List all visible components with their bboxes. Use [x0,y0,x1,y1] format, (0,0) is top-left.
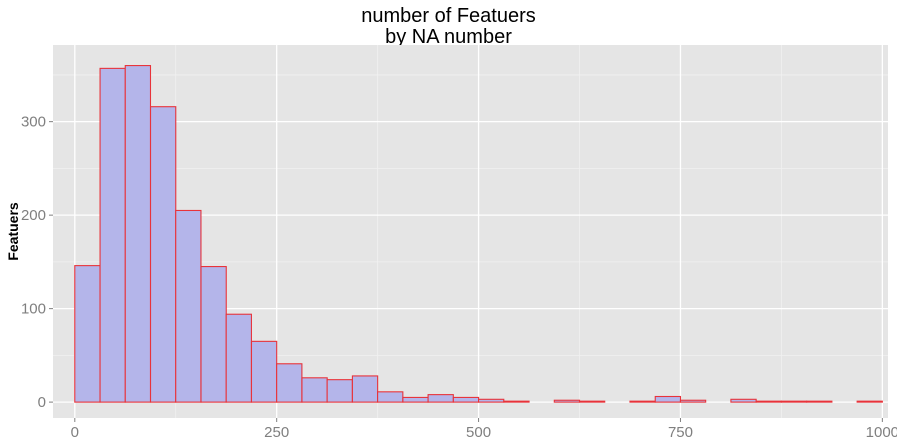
histogram-bar [250,340,278,403]
histogram-bar [679,399,707,403]
y-axis-title: Featuers [5,202,21,261]
y-tick-label: 0 [38,394,46,411]
histogram-bar [806,400,833,403]
x-tick-label: 500 [466,424,491,441]
histogram-bar [629,400,656,403]
histogram-bar [99,67,126,403]
x-tick-label: 0 [71,424,79,441]
histogram-bar [402,396,429,403]
histogram-bar [427,394,454,403]
histogram-bar [503,400,530,403]
x-tick-label: 750 [668,424,693,441]
histogram-bar [755,400,782,403]
histogram-bar [326,379,353,403]
histogram-bar [377,391,404,403]
histogram-bar [175,209,202,403]
histogram-bar [200,266,227,403]
y-tick-label: 100 [21,301,46,318]
histogram-bar [124,65,152,403]
histogram-bar [351,375,379,403]
x-tick-label: 250 [264,424,289,441]
y-tick-label: 200 [21,207,46,224]
chart-title-block: number of Featuers by NA number [0,6,897,48]
histogram-bar [654,395,682,403]
histogram-bar [478,398,505,403]
histogram-bar [149,106,177,403]
histogram-bar [301,377,328,403]
histogram-bar [578,400,606,403]
histogram-bar [730,398,757,403]
histogram-bar [780,400,808,403]
histogram-bar [452,396,480,403]
histogram-bar [856,400,883,403]
histogram-bar [74,265,101,403]
histogram-bar [553,399,581,403]
histogram-bar [225,313,252,403]
chart-subtitle: by NA number [385,26,512,48]
y-tick-label: 300 [21,114,46,131]
chart-title: number of Featuers [361,5,536,27]
histogram-bar [276,363,303,403]
x-tick-label: 1000 [866,424,897,441]
